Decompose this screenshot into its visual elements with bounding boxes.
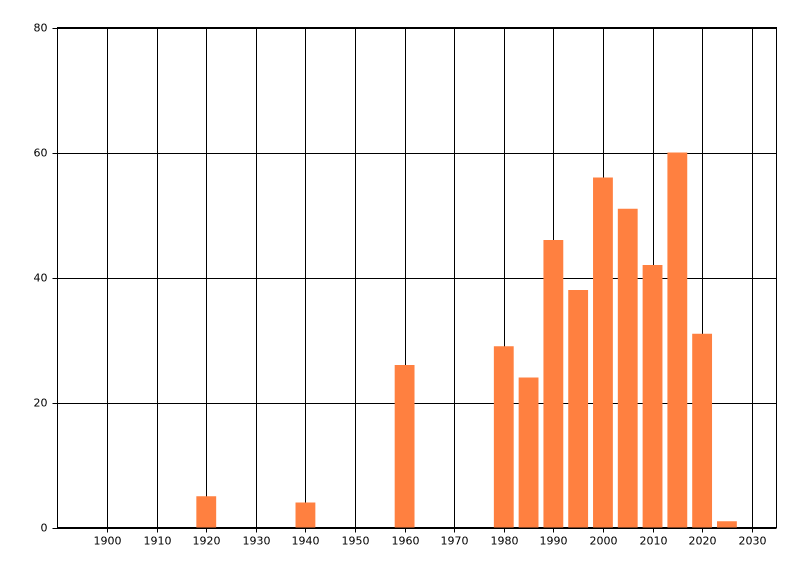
- bar: [642, 265, 663, 528]
- bar: [394, 365, 415, 528]
- y-tick-label: 20: [34, 397, 48, 410]
- y-tick-label: 60: [34, 147, 48, 160]
- x-tick-label: 1960: [392, 535, 420, 548]
- bar: [568, 290, 589, 528]
- x-tick-label: 1900: [94, 535, 122, 548]
- plot-frame: [57, 27, 777, 528]
- bar: [543, 240, 564, 528]
- x-tick-label: 1990: [540, 535, 568, 548]
- x-tick-label: 2010: [640, 535, 668, 548]
- bar: [667, 152, 688, 528]
- x-tick-label: 1920: [193, 535, 221, 548]
- x-tick-label: 1950: [342, 535, 370, 548]
- bar: [196, 496, 217, 528]
- x-tick-label: 1930: [243, 535, 271, 548]
- bar: [593, 177, 613, 528]
- x-tick-label: 1910: [144, 535, 172, 548]
- x-tick-label: 2000: [590, 535, 618, 548]
- x-tick-label: 1970: [441, 535, 469, 548]
- x-tick-label: 2030: [739, 535, 767, 548]
- bar: [716, 521, 737, 528]
- x-tick-label: 1980: [491, 535, 519, 548]
- y-tick-label: 80: [34, 22, 48, 35]
- y-tick-label: 40: [34, 272, 48, 285]
- bar: [617, 208, 638, 528]
- bar: [692, 333, 713, 528]
- bar: [518, 377, 539, 528]
- bar: [295, 502, 316, 528]
- x-tick-label: 2020: [689, 535, 717, 548]
- y-tick-label: 0: [41, 522, 48, 535]
- bar: [493, 346, 514, 528]
- x-tick-label: 1940: [292, 535, 320, 548]
